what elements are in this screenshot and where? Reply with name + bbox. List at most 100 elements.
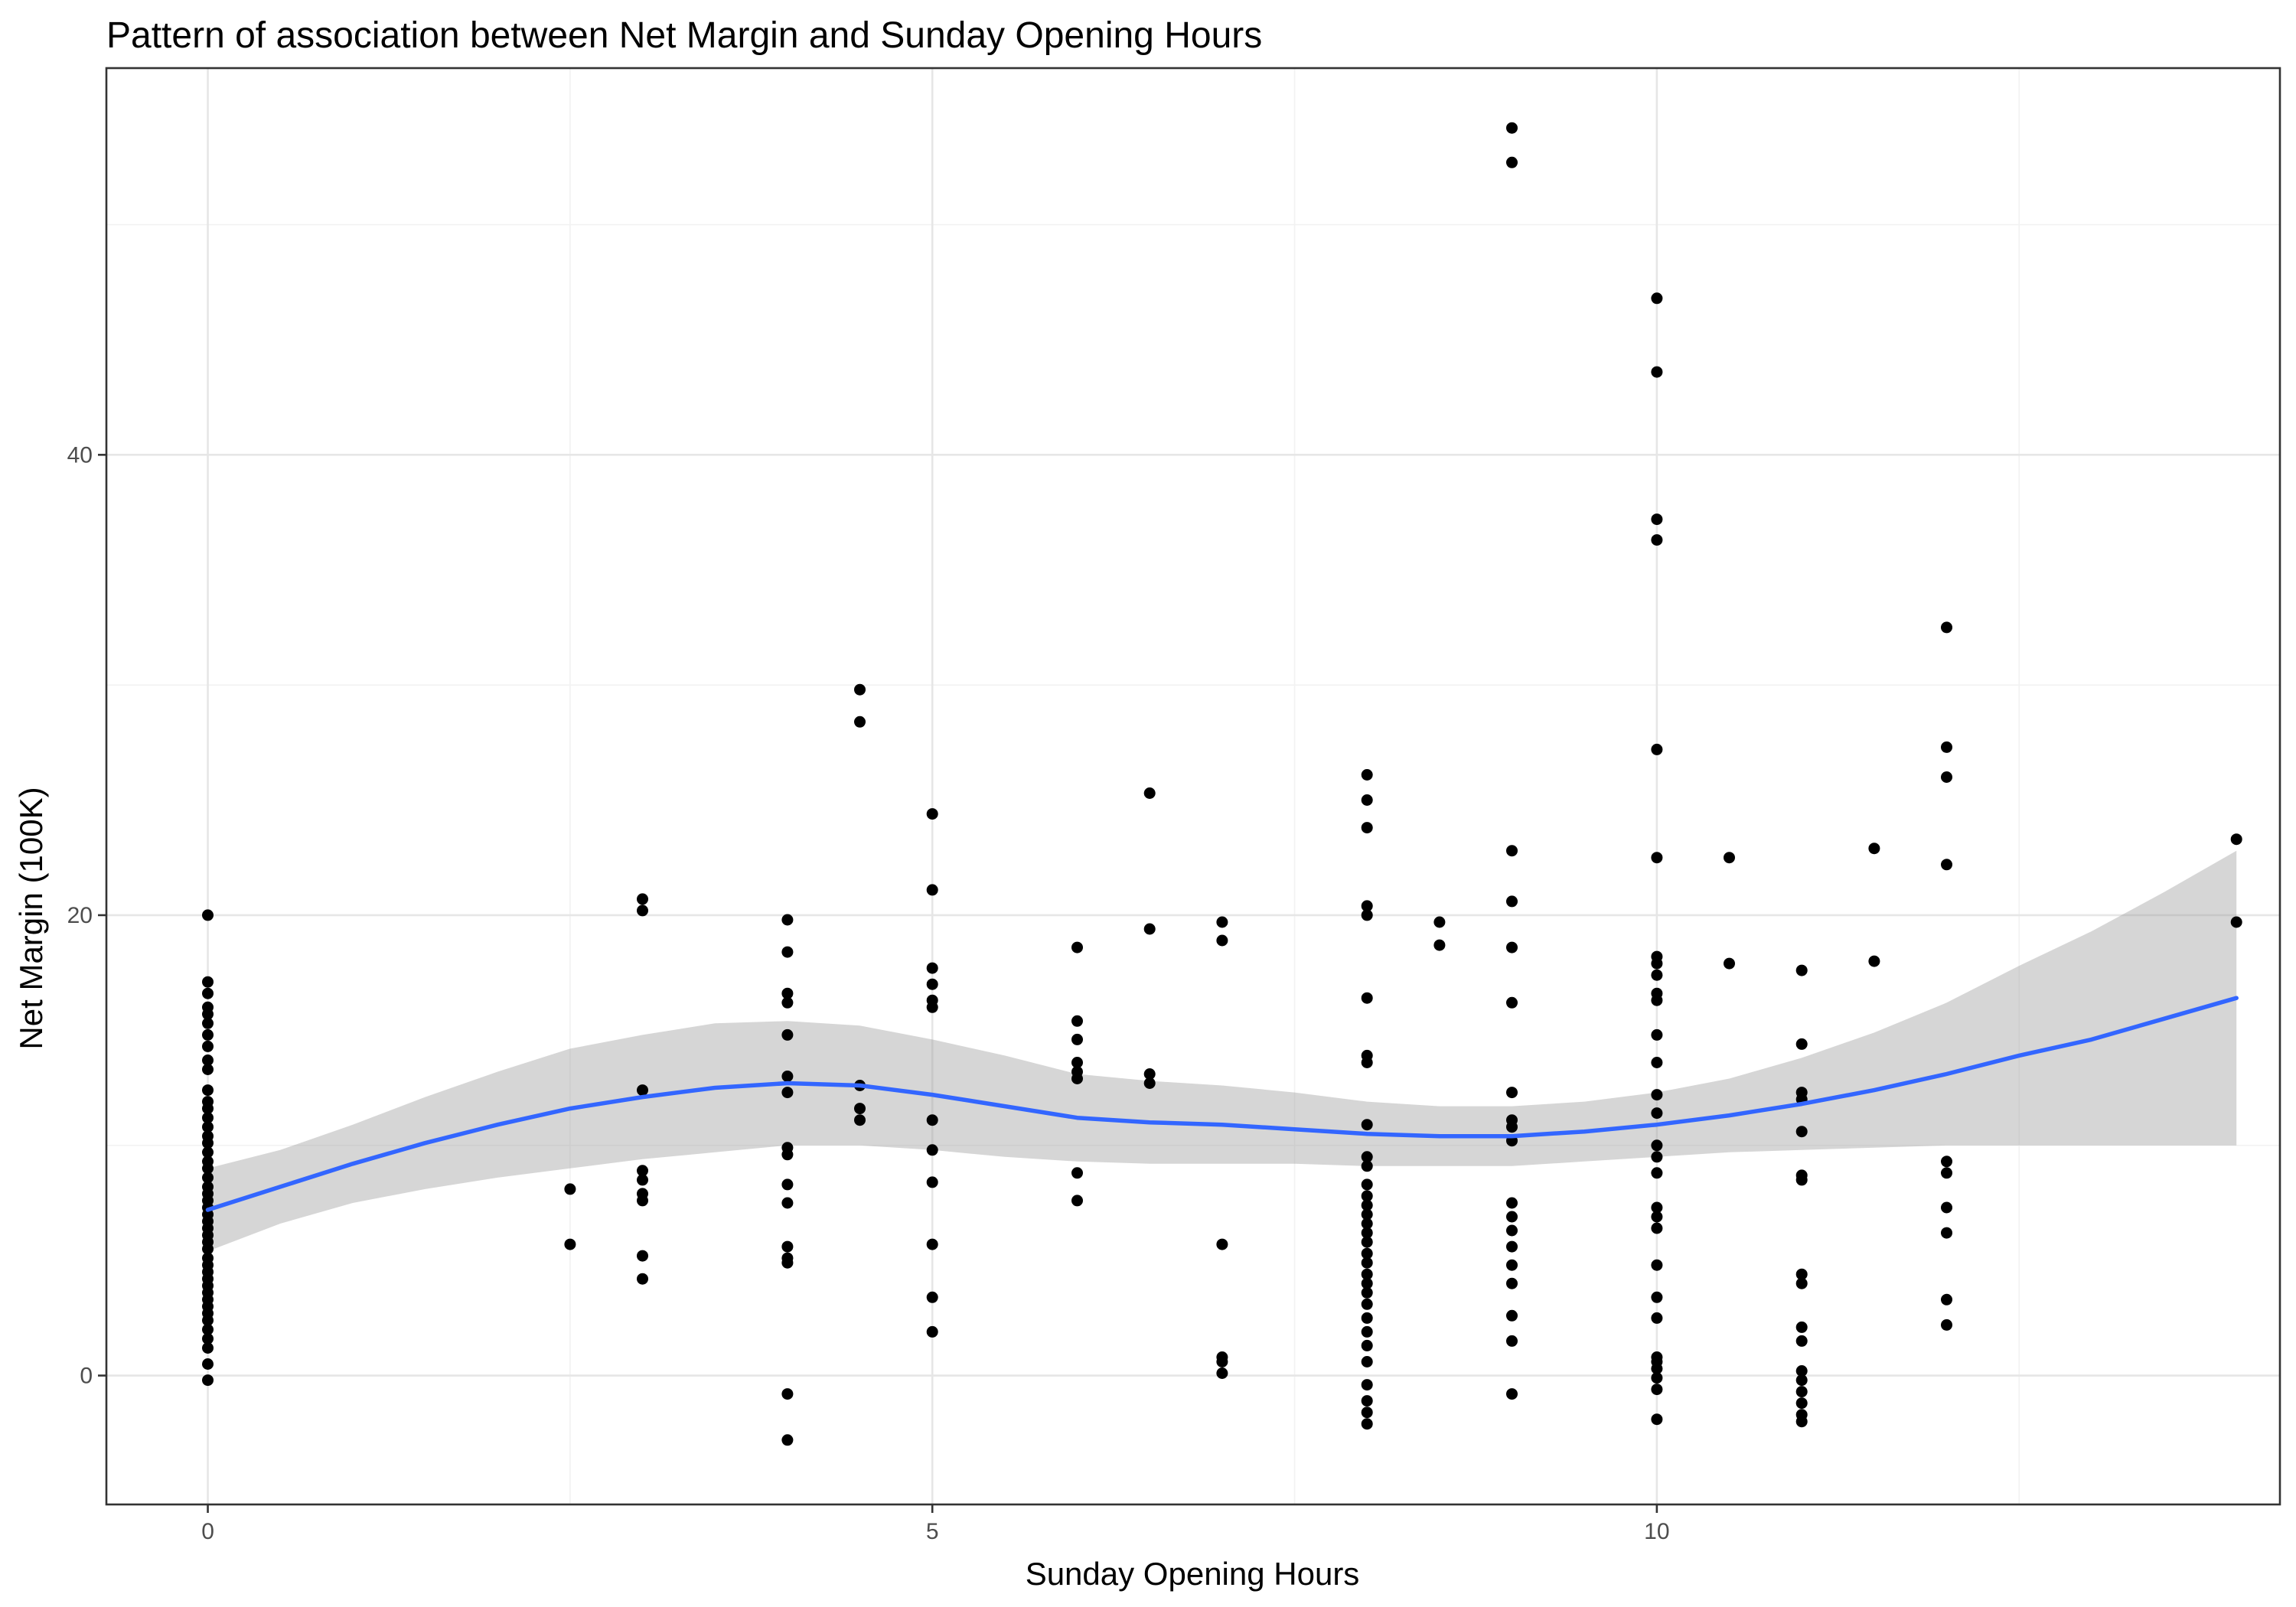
data-point <box>1795 964 1808 976</box>
data-point <box>1506 1277 1518 1289</box>
data-point <box>926 1144 938 1156</box>
data-point <box>1941 1156 1952 1168</box>
data-point <box>1071 1073 1083 1084</box>
data-point <box>1651 1139 1663 1152</box>
major-gridlines <box>106 68 2280 1504</box>
data-point <box>1361 1217 1373 1230</box>
data-point <box>202 1314 214 1326</box>
data-point <box>1216 1356 1228 1367</box>
data-point <box>926 1176 938 1188</box>
data-point <box>1506 1121 1518 1133</box>
data-point <box>1941 771 1952 783</box>
data-point <box>1361 1227 1373 1239</box>
data-point <box>1651 852 1663 864</box>
data-point <box>1361 1339 1373 1351</box>
x-tick-label: 5 <box>926 1519 939 1544</box>
data-point <box>202 1342 214 1354</box>
confidence-band <box>207 850 2237 1252</box>
data-point <box>1361 822 1373 834</box>
data-point <box>202 1172 214 1184</box>
data-point <box>2230 833 2242 846</box>
data-point <box>1361 769 1373 781</box>
data-point <box>1941 1167 1952 1179</box>
smooth-line-layer <box>205 996 2239 1212</box>
data-point <box>202 1358 214 1370</box>
data-point <box>1071 941 1083 953</box>
data-point <box>854 1103 866 1115</box>
data-point <box>1795 1365 1808 1377</box>
data-point <box>1506 1224 1518 1237</box>
data-point <box>1071 1167 1083 1179</box>
confidence-band-layer <box>207 850 2237 1252</box>
data-point <box>1651 1057 1663 1068</box>
data-point <box>781 1178 794 1191</box>
data-point <box>1651 957 1663 970</box>
data-point <box>781 996 794 1009</box>
data-point <box>637 1250 648 1262</box>
data-point <box>202 1146 214 1159</box>
data-point <box>202 1137 214 1149</box>
data-point <box>1651 1259 1663 1271</box>
x-axis-tick-labels: 0 5 10 <box>201 1519 1669 1544</box>
data-point <box>926 1114 938 1126</box>
data-point <box>637 905 648 917</box>
data-point <box>1795 1038 1808 1050</box>
data-point <box>1216 934 1228 947</box>
data-point <box>781 1149 794 1161</box>
data-point <box>1361 1407 1373 1419</box>
data-point <box>1143 1077 1156 1089</box>
data-point <box>1941 1227 1952 1239</box>
data-point <box>781 914 794 926</box>
y-tick-label: 40 <box>67 442 93 468</box>
x-tick-label: 0 <box>201 1519 214 1544</box>
panel-border <box>105 67 2281 1506</box>
data-point <box>637 1195 648 1207</box>
data-point <box>1651 292 1663 305</box>
data-point <box>1361 1418 1373 1430</box>
data-point <box>1651 1363 1663 1374</box>
data-point <box>1868 955 1880 967</box>
data-point <box>1651 1312 1663 1324</box>
data-point <box>1361 1247 1373 1260</box>
data-point <box>1941 741 1952 753</box>
data-point <box>1361 992 1373 1004</box>
data-point <box>1143 1068 1156 1080</box>
data-point <box>1506 895 1518 908</box>
chart-title: Pattern of association between Net Margi… <box>106 15 1262 56</box>
data-point <box>1941 621 1952 634</box>
data-point <box>202 1084 214 1097</box>
data-point <box>202 1323 214 1335</box>
data-point <box>1361 1325 1373 1338</box>
data-point <box>1506 1211 1518 1223</box>
data-point <box>1506 1335 1518 1347</box>
y-tick-label: 20 <box>67 903 93 928</box>
data-point <box>781 987 794 999</box>
data-point <box>1506 1259 1518 1271</box>
data-point <box>202 1064 214 1075</box>
data-point <box>1361 1257 1373 1269</box>
data-point <box>1361 1151 1373 1163</box>
data-point <box>1361 900 1373 912</box>
data-point <box>202 1054 214 1066</box>
points-layer <box>202 122 2242 1446</box>
data-point <box>1651 1028 1663 1041</box>
smooth-line <box>205 996 2239 1212</box>
y-axis-tick-labels: 0 20 40 <box>67 442 93 1388</box>
data-point <box>1216 1238 1228 1250</box>
data-point <box>1361 1119 1373 1131</box>
data-point <box>1651 513 1663 526</box>
data-point <box>1361 1298 1373 1310</box>
data-point <box>1433 939 1446 951</box>
data-point <box>1361 1268 1373 1280</box>
data-point <box>1216 1367 1228 1379</box>
data-point <box>1506 1087 1518 1099</box>
data-point <box>202 1103 214 1115</box>
data-point <box>637 1084 648 1097</box>
data-point <box>1361 1190 1373 1202</box>
x-tick-label: 10 <box>1644 1519 1669 1544</box>
data-point <box>926 1001 938 1013</box>
y-tick-label: 0 <box>80 1364 93 1389</box>
data-point <box>1941 1201 1952 1214</box>
data-point <box>1651 1211 1663 1223</box>
data-point <box>926 978 938 990</box>
